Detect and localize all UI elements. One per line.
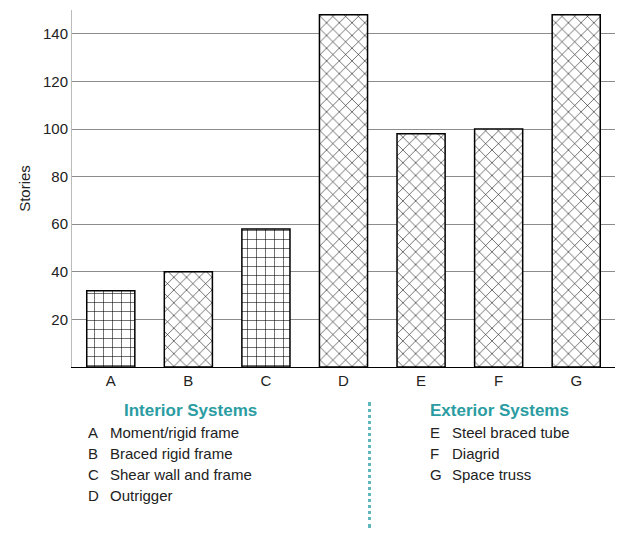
html-text:Diagrid: Diagrid: [452, 445, 500, 462]
svg-text:A: A: [106, 372, 116, 389]
svg-text:60: 60: [51, 215, 68, 232]
html-text:Moment/rigid frame: Moment/rigid frame: [110, 424, 240, 441]
svg-text:Stories: Stories: [16, 165, 33, 212]
html-text:Space truss: Space truss: [452, 466, 532, 483]
svg-text:C: C: [261, 372, 272, 389]
svg-text:40: 40: [51, 263, 68, 280]
html-text:Shear wall and frame: Shear wall and frame: [110, 466, 252, 483]
svg-text:120: 120: [43, 73, 68, 90]
svg-text:B: B: [183, 372, 193, 389]
html-text:D: D: [88, 487, 99, 504]
svg-text:140: 140: [43, 25, 68, 42]
svg-text:100: 100: [43, 120, 68, 137]
svg-text:E: E: [416, 372, 426, 389]
html-text:A: A: [88, 424, 98, 441]
html-text:Braced rigid frame: Braced rigid frame: [110, 445, 233, 462]
svg-text:G: G: [570, 372, 582, 389]
html-text:E: E: [430, 424, 440, 441]
html-text:Exterior Systems: Exterior Systems: [430, 401, 569, 420]
svg-text:F: F: [494, 372, 503, 389]
html-text:Steel braced tube: Steel braced tube: [452, 424, 570, 441]
html-text:Interior Systems: Interior Systems: [124, 401, 258, 420]
html-text:Outrigger: Outrigger: [110, 487, 173, 504]
html-text:C: C: [88, 466, 99, 483]
svg-text:20: 20: [51, 311, 68, 328]
svg-text:D: D: [338, 372, 349, 389]
html-text:G: G: [430, 466, 442, 483]
html-text:F: F: [430, 445, 440, 462]
html-text:B: B: [88, 445, 98, 462]
svg-text:80: 80: [51, 168, 68, 185]
